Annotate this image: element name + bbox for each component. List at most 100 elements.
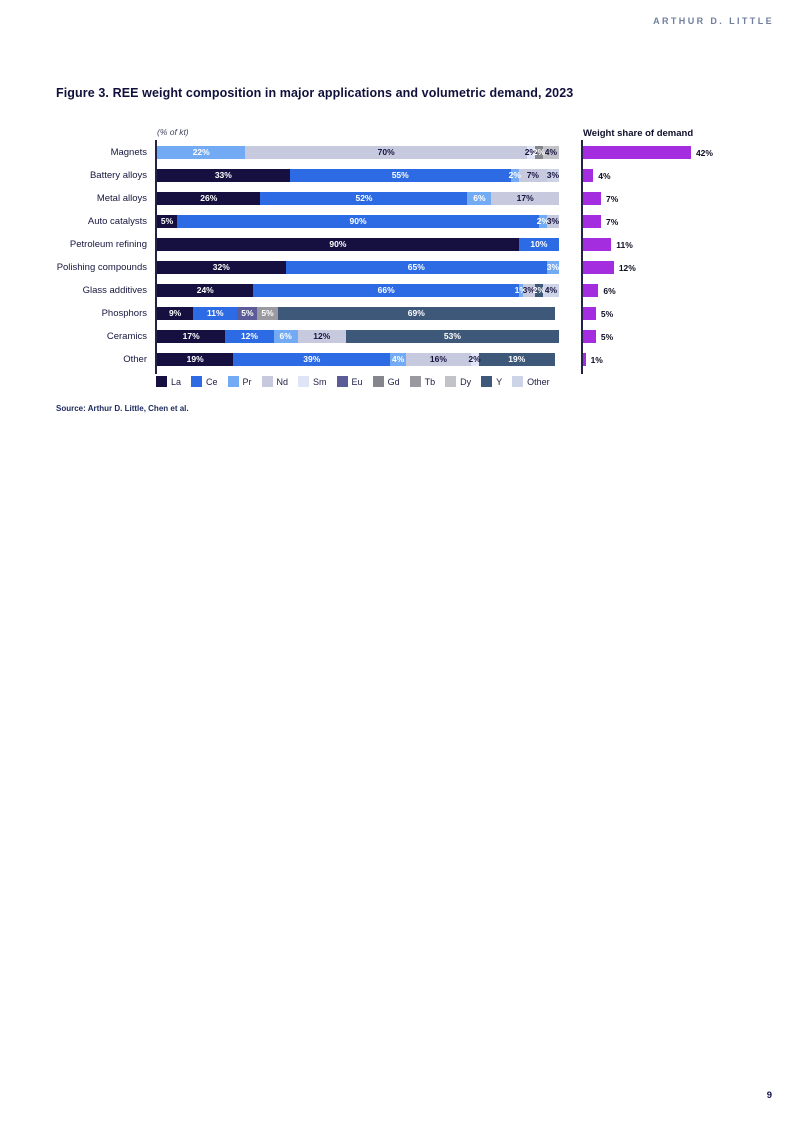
demand-bar: [583, 307, 596, 320]
segment-value-label: 4%: [544, 285, 558, 295]
legend-label: La: [171, 376, 182, 387]
segment-value-label: 2%: [532, 147, 546, 157]
stacked-bar: 33% 55% 2% 7% 3%: [157, 169, 559, 182]
bar-segment-nd: 3%: [523, 284, 535, 297]
legend-label: Eu: [351, 376, 363, 387]
legend-swatch: [372, 376, 384, 387]
stacked-bar-rows: Magnets 22% 70% 2% 2% 4% Battery alloys 33% 55% 2…: [56, 141, 559, 371]
category-label: Magnets: [110, 147, 147, 158]
source-note: Source: Arthur D. Little, Chen et al.: [56, 404, 189, 413]
segment-value-label: 26%: [200, 193, 218, 203]
legend-item-other: Other: [512, 376, 550, 387]
legend-item-y: Y: [481, 376, 502, 387]
stacked-bar: 17% 12% 6% 12% 53%: [157, 330, 559, 343]
bar-segment-ce: 90%: [177, 215, 539, 228]
bar-segment-gd: 2%: [532, 146, 546, 159]
legend-item-la: La: [156, 376, 181, 387]
bar-segment-la: 9%: [157, 307, 194, 320]
legend-swatch: [409, 376, 421, 387]
chart-row: Polishing compounds 32% 65% 3%: [56, 256, 559, 279]
stacked-bar: 32% 65% 3%: [157, 261, 559, 274]
category-label: Polishing compounds: [56, 262, 147, 273]
bar-segment-ce: 11%: [193, 307, 238, 320]
demand-row: 7%: [583, 187, 713, 210]
segment-value-label: 3%: [546, 170, 560, 180]
bar-segment-ce: 65%: [285, 261, 547, 274]
segment-value-label: 2%: [468, 354, 481, 364]
bar-segment-pr: 22%: [157, 146, 246, 159]
chart-row: Ceramics 17% 12% 6% 12% 53%: [56, 325, 559, 348]
demand-bar: [583, 146, 691, 159]
demand-bar: [583, 330, 596, 343]
brand-header: ARTHUR D. LITTLE: [653, 16, 774, 26]
bar-segment-pr: 3%: [547, 261, 559, 274]
demand-bar: [583, 238, 612, 251]
legend-label: Nd: [276, 376, 289, 387]
bar-segment-la: 32%: [157, 261, 286, 274]
category-label: Auto catalysts: [87, 216, 147, 227]
demand-value-label: 7%: [605, 193, 619, 204]
bar-segment-ce: 52%: [260, 192, 468, 205]
demand-row: 11%: [583, 233, 713, 256]
chart-row: Phosphors 9% 11% 5% 5% 69%: [56, 302, 559, 325]
demand-bar: [583, 284, 599, 297]
segment-value-label: 24%: [196, 285, 214, 295]
bar-segment-la: 24%: [157, 284, 254, 297]
segment-value-label: 39%: [303, 354, 321, 364]
category-label: Phosphors: [101, 308, 147, 319]
bar-segment-y: 19%: [478, 353, 555, 366]
legend-label: Tb: [424, 376, 436, 387]
category-label: Metal alloys: [96, 193, 147, 204]
segment-value-label: 7%: [526, 170, 539, 180]
bar-segment-nd: 70%: [245, 146, 527, 159]
legend-item-dy: Dy: [445, 376, 471, 387]
bar-segment-la: 5%: [157, 215, 178, 228]
demand-value-label: 12%: [618, 262, 636, 273]
segment-value-label: 90%: [329, 239, 347, 249]
demand-value-label: 1%: [590, 354, 603, 365]
bar-segment-y: 53%: [345, 330, 559, 343]
legend-swatch: [481, 376, 493, 387]
segment-value-label: 1%: [514, 285, 527, 295]
axis-unit-label: (% of kt): [157, 127, 189, 137]
demand-row: 42%: [583, 141, 713, 164]
bar-segment-pr: 2%: [508, 169, 521, 182]
bar-segment-ce: 12%: [225, 330, 274, 343]
segment-value-label: 65%: [407, 262, 425, 272]
segment-value-label: 22%: [192, 147, 210, 157]
stacked-bar: 5% 90% 2% 3%: [157, 215, 559, 228]
left-chart-axis-line: [155, 140, 157, 374]
chart-row: Magnets 22% 70% 2% 2% 4%: [56, 141, 559, 164]
category-label: Ceramics: [106, 331, 147, 342]
bar-segment-sm: 2%: [525, 146, 537, 159]
demand-value-label: 5%: [600, 331, 614, 342]
bar-segment-pr: 4%: [390, 353, 407, 366]
segment-value-label: 2%: [508, 170, 521, 180]
stacked-bar: 19% 39% 4% 16% 2% 19%: [157, 353, 559, 366]
segment-value-label: 5%: [160, 216, 174, 226]
segment-value-label: 70%: [377, 147, 395, 157]
segment-value-label: 5%: [261, 308, 274, 318]
demand-row: 6%: [583, 279, 713, 302]
segment-value-label: 17%: [182, 331, 200, 341]
segment-value-label: 4%: [392, 354, 405, 364]
bar-segment-ce: 10%: [518, 238, 559, 251]
demand-row: 1%: [583, 348, 713, 371]
demand-row: 7%: [583, 210, 713, 233]
chart-row: Other 19% 39% 4% 16% 2% 19%: [56, 348, 559, 371]
legend-item-ce: Ce: [191, 376, 218, 387]
bar-segment-ce: 55%: [289, 169, 511, 182]
segment-value-label: 55%: [391, 170, 409, 180]
segment-value-label: 69%: [407, 308, 425, 318]
demand-value-label: 6%: [603, 285, 616, 296]
chart-row: Glass additives 24% 66% 1% 3% 2% 4%: [56, 279, 559, 302]
segment-value-label: 4%: [544, 147, 558, 157]
demand-bar: [583, 215, 601, 228]
legend-item-gd: Gd: [372, 376, 400, 387]
segment-value-label: 2%: [536, 216, 550, 226]
segment-value-label: 33%: [214, 170, 232, 180]
legend-item-sm: Sm: [298, 376, 327, 387]
stacked-bar: 9% 11% 5% 5% 69%: [157, 307, 559, 320]
demand-value-label: 7%: [605, 216, 619, 227]
demand-value-label: 5%: [600, 308, 614, 319]
